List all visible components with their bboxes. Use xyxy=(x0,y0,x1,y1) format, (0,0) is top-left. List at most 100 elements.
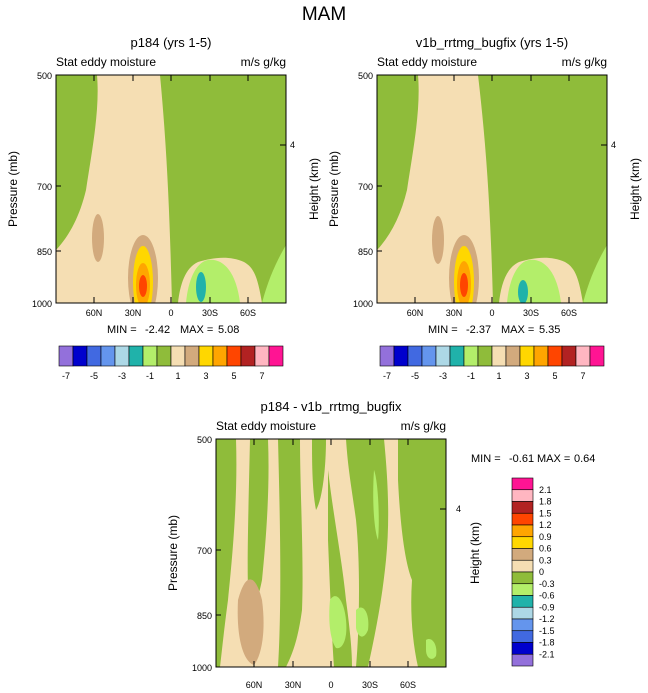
panel-title: p184 (yrs 1-5) xyxy=(131,35,212,50)
colorbar-swatch xyxy=(449,345,465,367)
min-label: MIN = xyxy=(107,324,137,336)
colorbar-label: -7 xyxy=(383,371,391,381)
y-axis-label: Pressure (mb) xyxy=(166,515,180,591)
colorbar-swatch xyxy=(491,345,507,367)
min-max-readout: MIN = -2.42 MAX = 5.08 xyxy=(107,324,239,336)
colorbar-swatch xyxy=(575,345,591,367)
min-label: MIN = xyxy=(428,324,458,336)
colorbar-label: 0.3 xyxy=(539,555,552,565)
colorbar: -7 -5 -3 -1 1 3 5 7 xyxy=(379,345,605,381)
colorbar-label: 1 xyxy=(175,371,180,381)
y2-tick-label: 4 xyxy=(611,140,616,150)
contour-field xyxy=(216,439,446,667)
colorbar: -7 -5 -3 -1 1 3 5 7 xyxy=(58,345,284,381)
colorbar-label: 2.1 xyxy=(539,485,552,495)
colorbar-swatch xyxy=(254,345,270,367)
colorbar-label: -0.3 xyxy=(539,579,555,589)
y-axis: 500 700 850 1000 Pressure (mb) xyxy=(166,435,221,673)
colorbar-label: 1.8 xyxy=(539,497,552,507)
colorbar-swatch xyxy=(435,345,451,367)
x-tick-label: 60S xyxy=(400,680,416,690)
max-label: MAX = xyxy=(180,324,213,336)
colorbar-label: -0.6 xyxy=(539,591,555,601)
colorbar-swatch xyxy=(226,345,242,367)
x-tick-label: 30S xyxy=(362,680,378,690)
y2-axis: 4 Height (km) xyxy=(280,140,321,220)
colorbar: 2.1 1.81.5 1.2 0.9 0.60.3 0 -0.3 -0.6-0.9 -1.2 -1… xyxy=(511,477,555,667)
colorbar-swatch xyxy=(533,345,549,367)
y-tick-label: 500 xyxy=(37,71,52,81)
colorbar-label: -1.2 xyxy=(539,614,555,624)
x-tick-label: 0 xyxy=(328,680,333,690)
y-axis-label: Pressure (mb) xyxy=(6,151,20,227)
y2-axis-label: Height (km) xyxy=(307,158,321,220)
y-axis-label: Pressure (mb) xyxy=(327,151,341,227)
left-label: Stat eddy moisture xyxy=(216,419,316,433)
colorbar-swatch xyxy=(86,345,102,367)
x-tick-label: 0 xyxy=(168,308,173,318)
colorbar-label: -1.5 xyxy=(539,626,555,636)
contour-field xyxy=(377,75,607,303)
min-value: -0.61 xyxy=(509,453,534,465)
colorbar-swatch xyxy=(511,630,534,643)
x-tick-label: 60N xyxy=(246,680,263,690)
colorbar-swatch xyxy=(511,477,534,491)
min-label: MIN = xyxy=(471,453,501,465)
colorbar-label: 0.9 xyxy=(539,532,552,542)
y-tick-label: 700 xyxy=(37,182,52,192)
colorbar-label: -1.8 xyxy=(539,638,555,648)
colorbar-swatch xyxy=(114,345,130,367)
colorbar-label: -3 xyxy=(439,371,447,381)
max-label: MAX = xyxy=(501,324,534,336)
colorbar-swatch xyxy=(511,524,534,538)
colorbar-swatch xyxy=(511,642,534,655)
colorbar-label: 5 xyxy=(552,371,557,381)
colorbar-swatch xyxy=(393,345,409,367)
y-tick-label: 1000 xyxy=(32,299,52,309)
panel-title: v1b_rrtmg_bugfix (yrs 1-5) xyxy=(416,35,568,50)
colorbar-label: 3 xyxy=(524,371,529,381)
colorbar-swatch xyxy=(72,345,88,367)
colorbar-label: 5 xyxy=(231,371,236,381)
y-tick-label: 700 xyxy=(197,546,212,556)
max-label: MAX = xyxy=(537,453,570,465)
x-tick-label: 60S xyxy=(240,308,256,318)
figure-title: MAM xyxy=(302,4,346,25)
left-label: Stat eddy moisture xyxy=(377,55,477,69)
y2-tick-label: 4 xyxy=(290,140,295,150)
y-tick-label: 1000 xyxy=(192,663,212,673)
min-value: -2.42 xyxy=(145,324,170,336)
colorbar-label: 1 xyxy=(496,371,501,381)
x-tick-label: 60S xyxy=(561,308,577,318)
colorbar-swatch xyxy=(156,345,172,367)
panel-title: p184 - v1b_rrtmg_bugfix xyxy=(261,399,402,414)
colorbar-label: 7 xyxy=(259,371,264,381)
colorbar-swatch xyxy=(184,345,200,367)
colorbar-label: 1.5 xyxy=(539,508,552,518)
y-axis: 500 700 850 1000 Pressure (mb) xyxy=(327,71,382,309)
colorbar-swatch xyxy=(511,489,534,502)
right-label: m/s g/kg xyxy=(241,55,286,69)
colorbar-swatch xyxy=(511,501,534,514)
colorbar-swatch xyxy=(511,653,534,667)
colorbar-swatch xyxy=(477,345,493,367)
colorbar-swatch xyxy=(212,345,228,367)
x-tick-label: 30S xyxy=(202,308,218,318)
colorbar-swatch xyxy=(58,345,74,367)
colorbar-label: -1 xyxy=(467,371,475,381)
max-value: 5.35 xyxy=(539,324,560,336)
y2-axis-label: Height (km) xyxy=(468,522,482,584)
colorbar-swatch xyxy=(463,345,479,367)
panel-2: v1b_rrtmg_bugfix (yrs 1-5) Stat eddy moi… xyxy=(327,35,642,381)
right-label: m/s g/kg xyxy=(562,55,607,69)
y-tick-label: 500 xyxy=(197,435,212,445)
y-tick-label: 850 xyxy=(37,247,52,257)
colorbar-label: 0.6 xyxy=(539,544,552,554)
colorbar-label: -2.1 xyxy=(539,649,555,659)
colorbar-swatch xyxy=(240,345,256,367)
y-tick-label: 850 xyxy=(197,611,212,621)
colorbar-swatch xyxy=(407,345,423,367)
colorbar-label: -3 xyxy=(118,371,126,381)
colorbar-swatch xyxy=(511,512,534,526)
y-tick-label: 1000 xyxy=(353,299,373,309)
